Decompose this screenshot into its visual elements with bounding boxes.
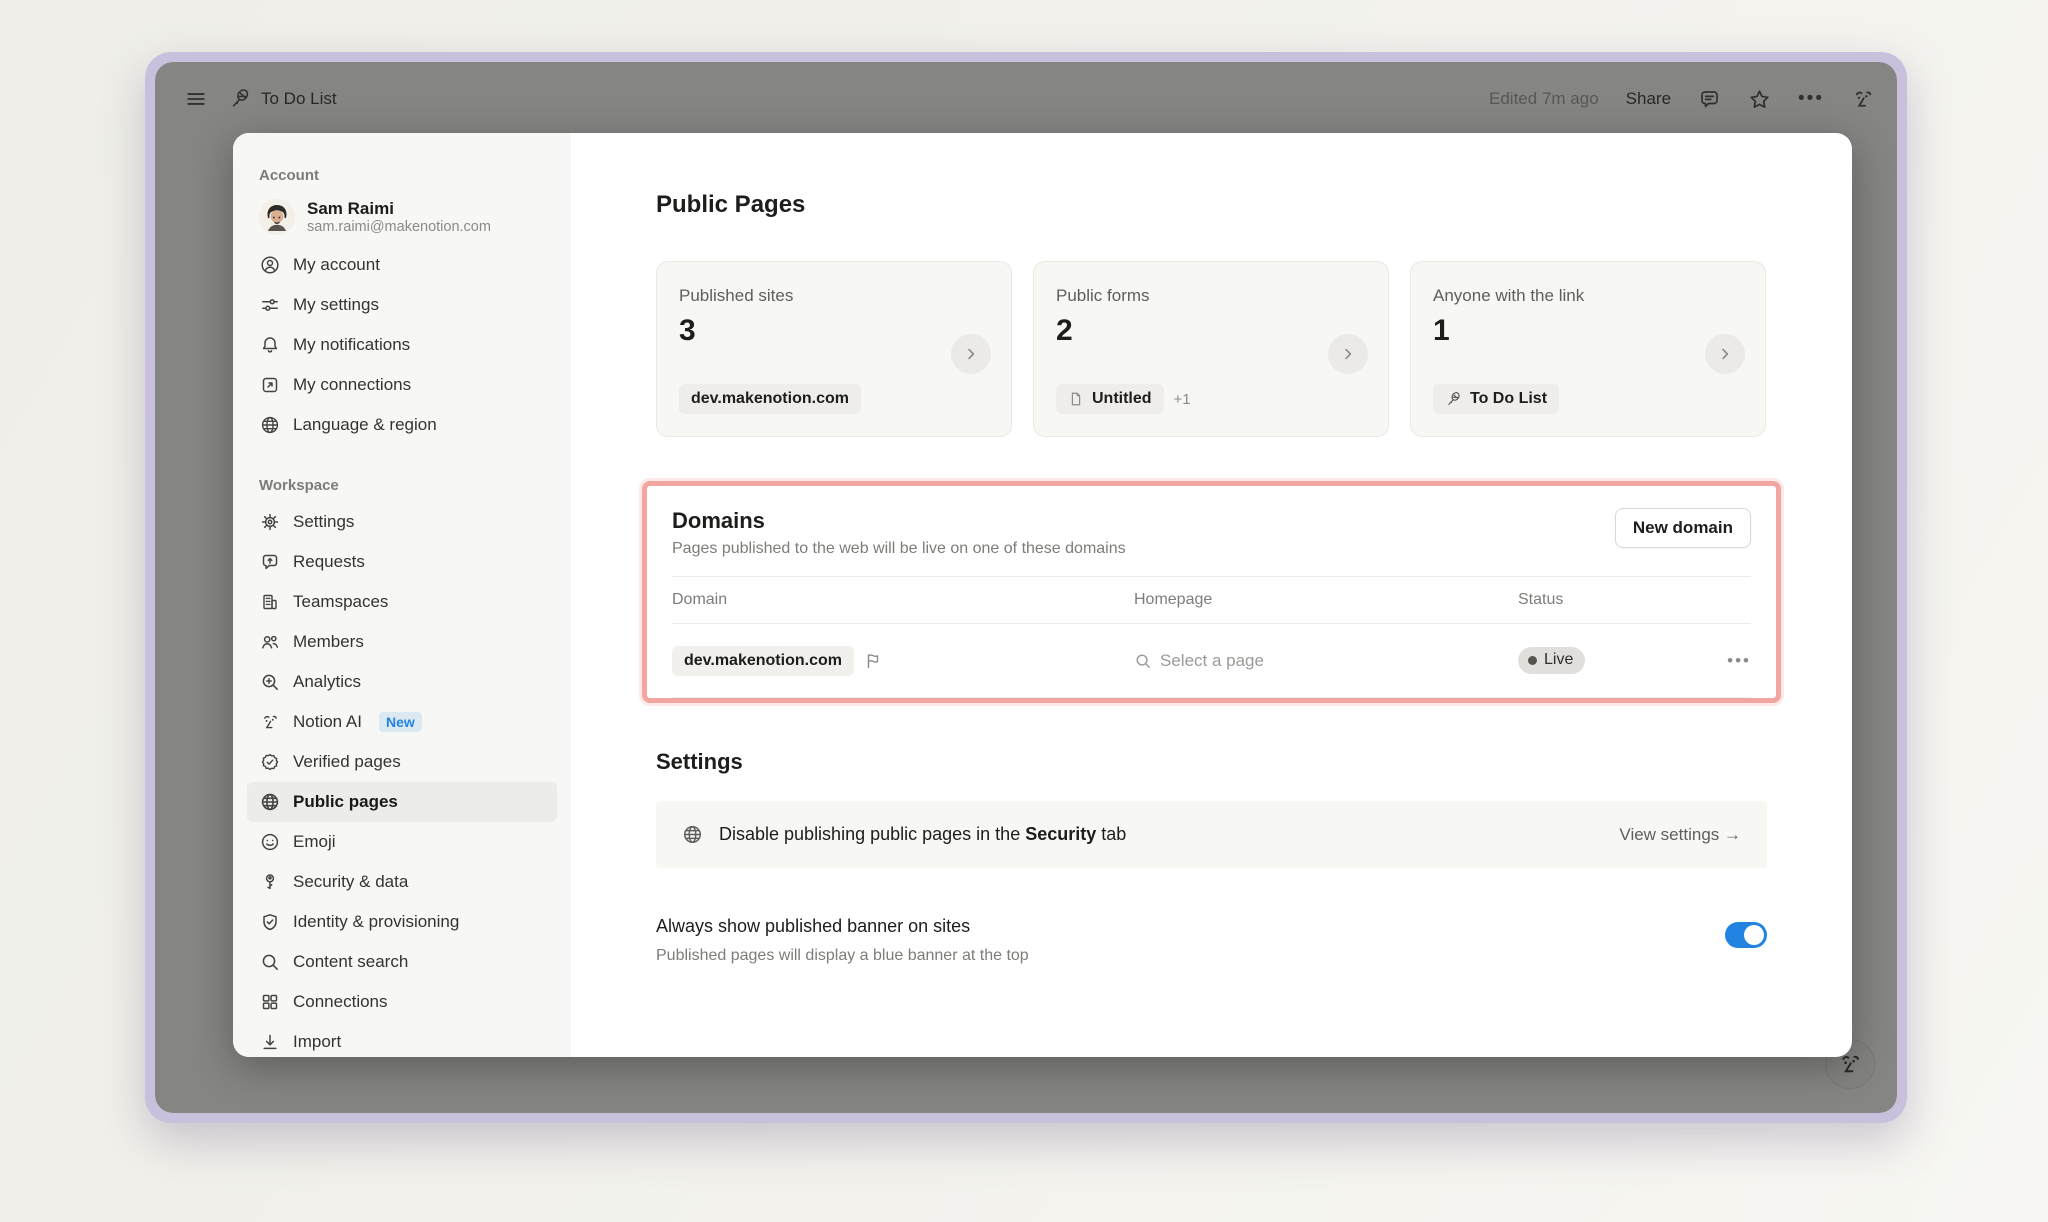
column-domain: Domain — [672, 591, 728, 608]
sidebar-item-my-connections[interactable]: My connections — [247, 365, 557, 405]
person-circle-icon — [259, 255, 280, 275]
security-banner: Disable publishing public pages in the S… — [656, 801, 1767, 868]
sidebar-item-security-data[interactable]: Security & data — [247, 862, 557, 902]
banner-toggle-row: Always show published banner on sites Pu… — [656, 916, 1767, 965]
sidebar-item-content-search[interactable]: Content search — [247, 942, 557, 982]
card-public-forms[interactable]: Public forms 2 Untitled +1 — [1033, 261, 1389, 437]
sidebar-item-emoji[interactable]: Emoji — [247, 822, 557, 862]
workspace-section-header: Workspace — [259, 477, 339, 495]
chevron-right-icon[interactable] — [951, 334, 991, 374]
chevron-right-icon[interactable] — [1328, 334, 1368, 374]
column-homepage: Homepage — [1134, 591, 1213, 608]
panel-title: Public Pages — [656, 191, 806, 218]
page-icon — [1068, 391, 1084, 407]
magnifier-icon — [259, 952, 280, 972]
smiley-icon — [259, 832, 280, 852]
sidebar-item-verified-pages[interactable]: Verified pages — [247, 742, 557, 782]
racket-page-icon — [1445, 391, 1462, 408]
download-icon — [259, 1032, 280, 1052]
shield-check-icon — [259, 912, 280, 932]
ai-face-icon — [259, 712, 280, 732]
building-icon — [259, 592, 280, 612]
bell-icon — [259, 335, 280, 355]
domains-table: Domain Homepage Status dev.makenotion.co… — [672, 576, 1751, 698]
toggle-knob — [1744, 925, 1764, 945]
sliders-icon — [259, 295, 280, 315]
account-section-header: Account — [259, 167, 319, 184]
sidebar-item-public-pages[interactable]: Public pages — [247, 782, 557, 823]
globe-icon — [682, 824, 703, 845]
untitled-page-pill: Untitled — [1056, 384, 1164, 414]
security-banner-text: Disable publishing public pages in the S… — [719, 824, 1127, 844]
row-more-options-icon[interactable]: ••• — [1727, 650, 1751, 670]
arrow-out-box-icon — [259, 375, 280, 395]
sidebar-item-notion-ai[interactable]: Notion AI New — [247, 702, 557, 742]
avatar — [259, 198, 295, 235]
new-domain-button[interactable]: New domain — [1614, 508, 1751, 548]
app-window: To Do List Edited 7m ago Share ••• — [145, 52, 1907, 1123]
sidebar-item-my-settings[interactable]: My settings — [247, 285, 557, 325]
sidebar-item-language-region[interactable]: Language & region — [247, 405, 557, 445]
gear-icon — [259, 512, 280, 532]
published-sites-count: 3 — [679, 314, 696, 347]
toggle-subtitle: Published pages will display a blue bann… — [656, 947, 1029, 964]
bubble-up-arrow-icon — [259, 552, 280, 572]
grid-icon — [259, 992, 280, 1012]
magnifier-plus-icon — [259, 672, 280, 692]
more-pages-count: +1 — [1173, 390, 1191, 408]
user-name: Sam Raimi — [307, 199, 394, 218]
flag-icon[interactable] — [864, 652, 882, 670]
settings-sidebar: Account Sam Raimi sam.raimi@makenotion.c… — [233, 133, 571, 1057]
toggle-title: Always show published banner on sites — [656, 916, 971, 936]
domain-name-pill[interactable]: dev.makenotion.com — [672, 645, 854, 676]
search-icon — [1134, 652, 1152, 670]
domains-section-annotated: Domains Pages published to the web will … — [642, 481, 1781, 703]
user-email: sam.raimi@makenotion.com — [307, 219, 491, 236]
live-dot-icon — [1528, 655, 1537, 665]
verified-badge-icon — [259, 752, 280, 772]
people-icon — [259, 632, 280, 652]
key-icon — [259, 872, 280, 892]
sidebar-item-connections[interactable]: Connections — [247, 982, 557, 1022]
globe-icon — [259, 415, 280, 435]
column-status: Status — [1518, 591, 1564, 608]
sidebar-item-import[interactable]: Import — [247, 1022, 557, 1057]
published-banner-toggle[interactable] — [1725, 922, 1767, 948]
settings-section-title: Settings — [656, 749, 743, 774]
domains-subtitle: Pages published to the web will be live … — [672, 540, 1126, 557]
chevron-right-icon[interactable] — [1705, 334, 1745, 374]
sidebar-item-requests[interactable]: Requests — [247, 542, 557, 582]
domain-pill: dev.makenotion.com — [679, 384, 861, 414]
sidebar-item-settings[interactable]: Settings — [247, 502, 557, 542]
account-user[interactable]: Sam Raimi sam.raimi@makenotion.com — [247, 192, 557, 245]
card-anyone-with-link[interactable]: Anyone with the link 1 To Do List — [1410, 261, 1766, 437]
todo-list-pill: To Do List — [1433, 384, 1560, 414]
sidebar-item-my-account[interactable]: My account — [247, 245, 557, 285]
sidebar-item-members[interactable]: Members — [247, 622, 557, 662]
new-badge: New — [379, 712, 422, 733]
view-settings-link[interactable]: View settings → — [1619, 824, 1741, 844]
globe-icon — [259, 792, 280, 812]
card-published-sites[interactable]: Published sites 3 dev.makenotion.com — [656, 261, 1012, 437]
public-pages-panel: Public Pages Published sites 3 dev.maken… — [571, 133, 1852, 1057]
sidebar-item-analytics[interactable]: Analytics — [247, 662, 557, 702]
status-badge-live: Live — [1518, 647, 1586, 674]
sidebar-item-teamspaces[interactable]: Teamspaces — [247, 582, 557, 622]
settings-modal: Account Sam Raimi sam.raimi@makenotion.c… — [233, 133, 1852, 1057]
anyone-link-count: 1 — [1433, 314, 1450, 347]
sidebar-item-identity-provisioning[interactable]: Identity & provisioning — [247, 902, 557, 942]
homepage-select[interactable]: Select a page — [1134, 651, 1518, 671]
domain-row: dev.makenotion.com Select a page Liv — [672, 624, 1751, 698]
domains-title: Domains — [672, 508, 765, 533]
public-forms-count: 2 — [1056, 314, 1073, 347]
sidebar-item-my-notifications[interactable]: My notifications — [247, 325, 557, 365]
